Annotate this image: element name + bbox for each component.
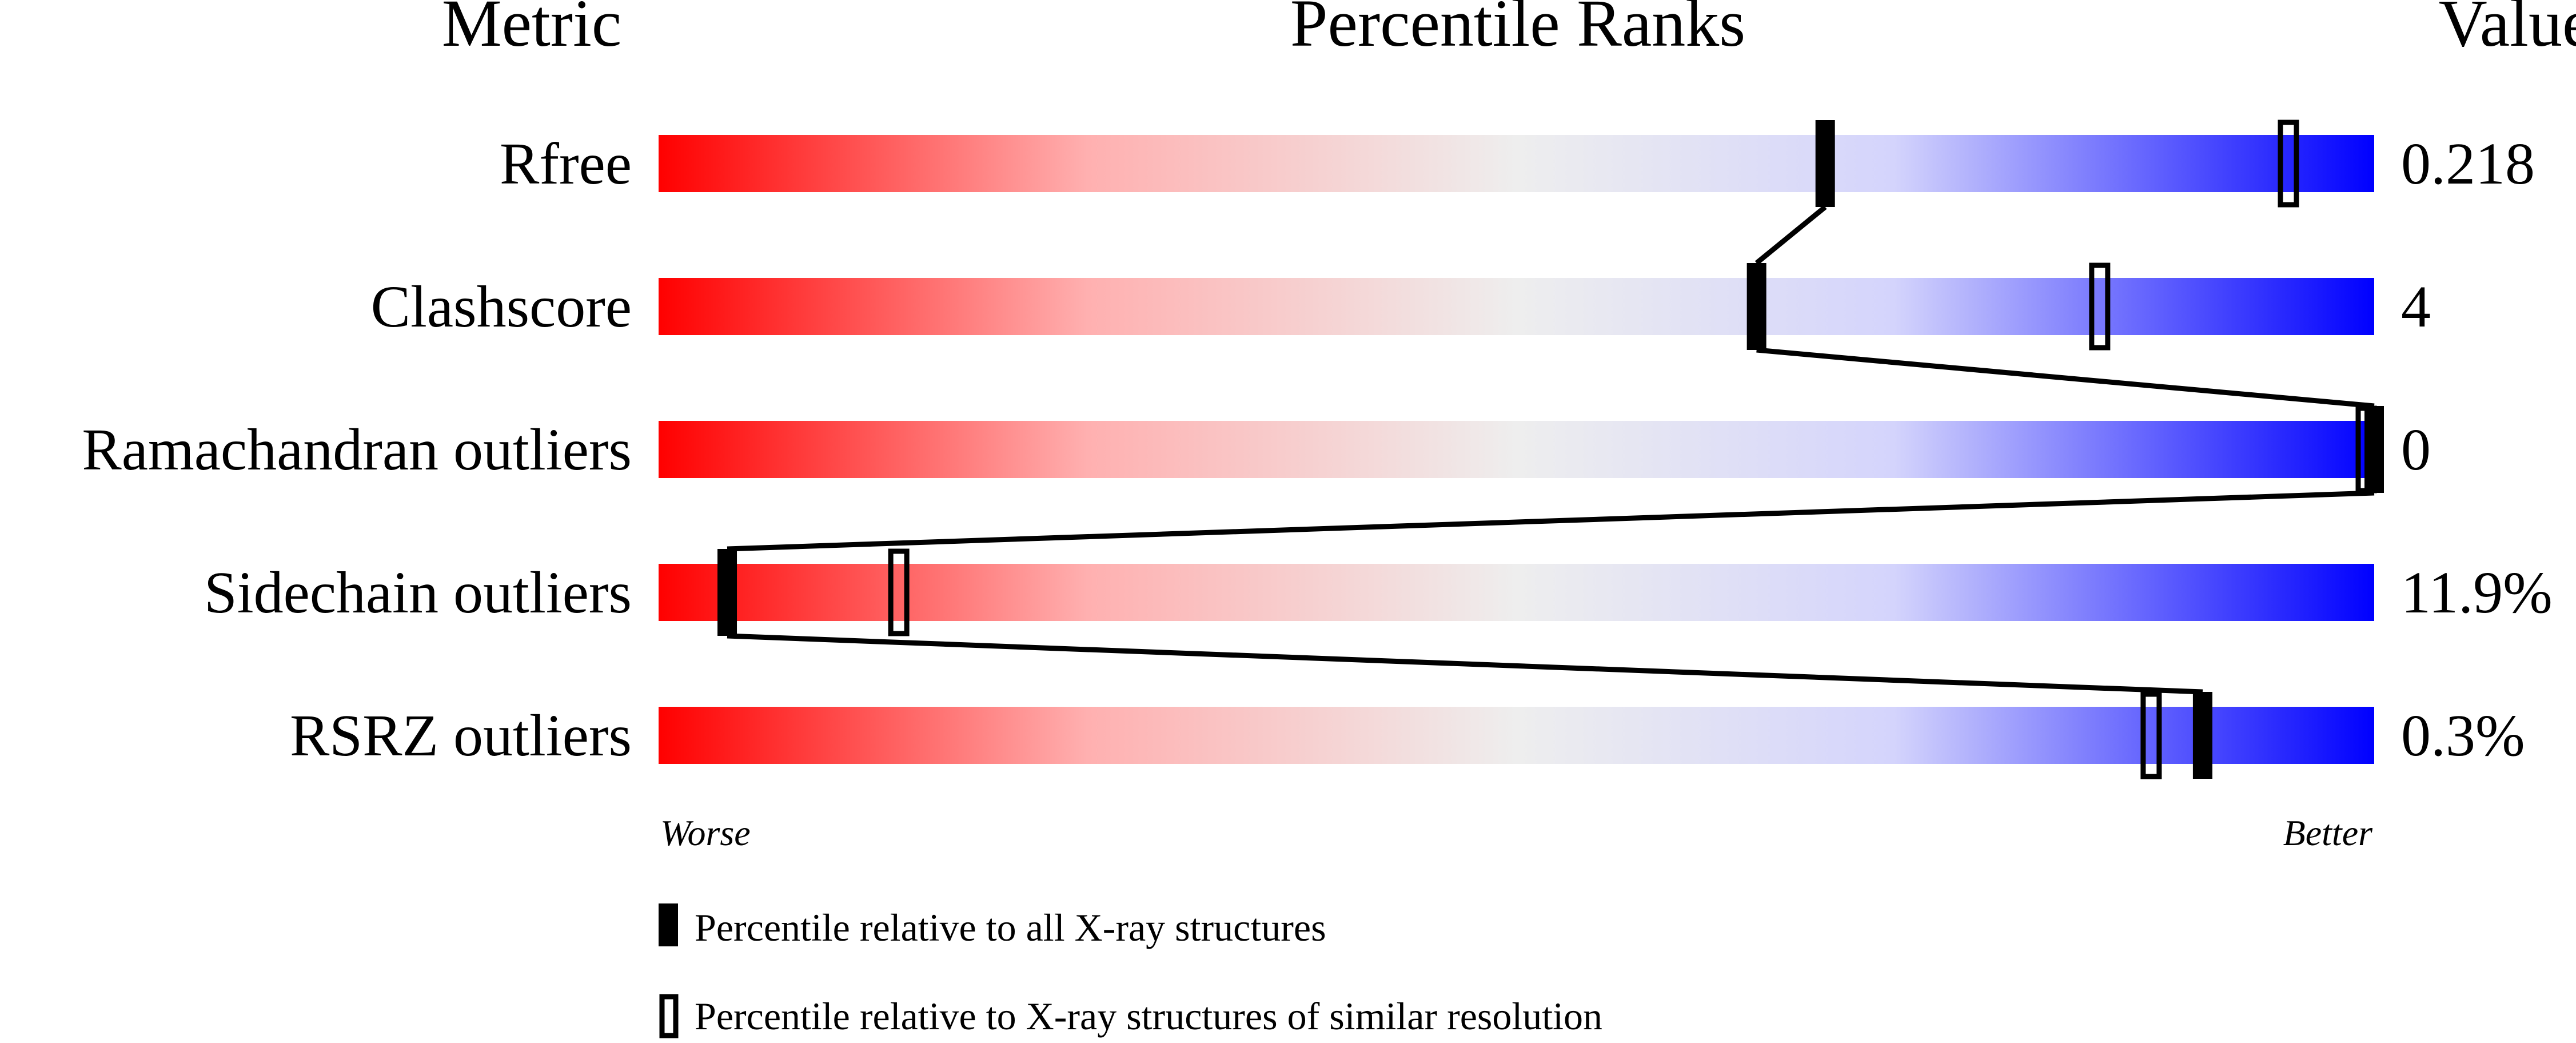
connector-line: [727, 490, 2375, 552]
metric-value: 4: [2401, 274, 2431, 340]
connector-line: [727, 633, 2203, 695]
marker-all-structures: [1815, 120, 1835, 207]
legend-solid-marker: [659, 903, 678, 946]
marker-all-structures: [1746, 263, 1766, 350]
metric-value: 0.218: [2401, 131, 2535, 197]
marker-all-structures: [717, 549, 737, 636]
header-percentile: Percentile Ranks: [1290, 0, 1745, 61]
metric-value: 0.3%: [2401, 703, 2525, 769]
metric-label: Rfree: [500, 131, 632, 197]
legend-similar: Percentile relative to X-ray structures …: [695, 994, 1602, 1038]
metric-label: RSRZ outliers: [290, 703, 632, 769]
marker-all-structures: [2364, 406, 2384, 493]
percentile-bar: [659, 421, 2374, 478]
percentile-bar: [659, 707, 2374, 764]
marker-similar-resolution: [2089, 262, 2111, 351]
percentile-bar: [659, 278, 2374, 335]
metric-label: Clashscore: [371, 274, 632, 340]
marker-similar-resolution: [2278, 120, 2299, 208]
connector-line: [1756, 347, 2375, 409]
marker-similar-resolution: [888, 548, 910, 636]
metric-value: 11.9%: [2401, 560, 2553, 626]
percentile-bar: [659, 564, 2374, 621]
connector-line: [1754, 205, 1827, 265]
marker-all-structures: [2192, 692, 2212, 779]
legend-all: Percentile relative to all X-ray structu…: [695, 906, 1326, 949]
metric-label: Sidechain outliers: [204, 560, 632, 626]
header-metric: Metric: [442, 0, 622, 61]
axis-label-worse: Worse: [660, 813, 751, 853]
header-value: Value: [2439, 0, 2576, 61]
marker-similar-resolution: [2140, 691, 2162, 779]
percentile-bar: [659, 135, 2374, 192]
metric-label: Ramachandran outliers: [82, 417, 632, 483]
metric-value: 0: [2401, 417, 2431, 483]
legend-open-marker: [659, 994, 679, 1038]
axis-label-better: Better: [2283, 813, 2373, 853]
